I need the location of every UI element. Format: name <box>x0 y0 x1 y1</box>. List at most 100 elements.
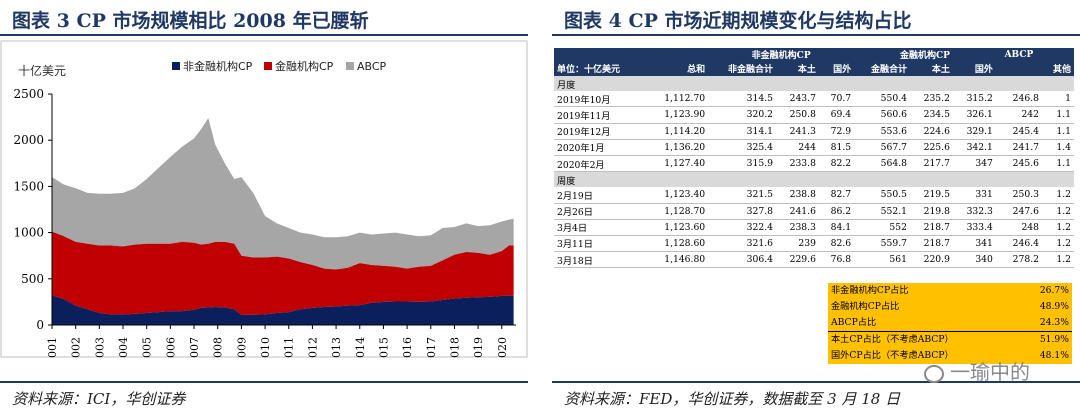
table-cell: 229.6 <box>775 251 819 269</box>
table-cell: 321.6 <box>708 235 776 253</box>
table-cell: 561 <box>854 251 910 269</box>
legend-label: 非金融机构CP <box>183 59 253 73</box>
table-cell: 342.1 <box>952 139 996 156</box>
column-header: 国外 <box>952 61 996 76</box>
table-cell: 1,128.70 <box>645 203 709 220</box>
legend-swatch <box>172 62 180 70</box>
summary-value: 24.3% <box>1039 317 1069 328</box>
summary-label: 本土CP占比（不考虑ABCP） <box>831 334 954 345</box>
series-area-0 <box>52 295 514 325</box>
table-cell: 72.9 <box>818 123 855 140</box>
x-tick-label: 2004 <box>117 337 130 358</box>
table-cell: 322.4 <box>708 219 776 236</box>
table-cell: 250.3 <box>995 187 1042 204</box>
column-header: 本土 <box>909 61 953 76</box>
table-cell: 1.1 <box>1041 155 1074 173</box>
x-tick-label: 2008 <box>212 337 225 358</box>
row-label: 2020年1月 <box>554 139 646 156</box>
summary-value: 26.7% <box>1039 285 1069 296</box>
row-label: 2019年12月 <box>554 123 646 140</box>
summary-row: ABCP占比 24.3% <box>828 315 1072 331</box>
table-cell: 82.7 <box>818 187 855 204</box>
column-header: 单位：十亿美元 <box>554 61 646 76</box>
table-cell: 320.2 <box>708 106 776 124</box>
table-cell: 234.5 <box>909 106 953 124</box>
table-cell: 306.4 <box>708 251 776 269</box>
group-header: 金融机构CP <box>854 48 996 61</box>
table-cell: 1.1 <box>1041 106 1074 124</box>
x-tick-label: 2018 <box>448 337 461 358</box>
table-cell: 1.1 <box>1041 123 1074 140</box>
summary-value: 48.1% <box>1039 350 1069 361</box>
x-tick-label: 2020 <box>496 337 509 358</box>
row-label: 3月18日 <box>554 251 646 269</box>
legend-swatch <box>346 62 354 70</box>
table-cell: 1,128.60 <box>645 235 709 253</box>
x-tick-label: 2002 <box>70 337 83 358</box>
column-header: 其他 <box>1041 61 1074 76</box>
table-column-header-row: 单位：十亿美元 总和 非金融合计 本土 国外 金融合计 本土 国外 其他 <box>554 61 1074 76</box>
table-cell: 1 <box>1041 91 1074 108</box>
x-tick-label: 2012 <box>306 337 319 358</box>
share-summary-box: 非金融机构CP占比 26.7% 金融机构CP占比 48.9% ABCP占比 24.3% 本土… <box>828 283 1072 364</box>
y-tick-label: 1000 <box>13 226 44 240</box>
section-label: 周度 <box>554 171 1074 188</box>
table-cell: 239 <box>775 235 819 253</box>
table-cell: 218.7 <box>909 235 953 253</box>
x-tick-label: 2006 <box>164 337 177 358</box>
table-cell: 314.1 <box>708 123 776 140</box>
row-label: 2月19日 <box>554 187 646 204</box>
table-cell: 315.9 <box>708 155 776 173</box>
watermark: 一瑜中的 <box>924 356 1030 385</box>
y-tick-label: 2500 <box>13 87 44 101</box>
table-cell: 217.7 <box>909 155 953 173</box>
table-cell: 325.4 <box>708 139 776 156</box>
summary-row: 本土CP占比（不考虑ABCP） 51.9% <box>828 331 1072 348</box>
table-cell: 1.2 <box>1041 235 1074 253</box>
row-label: 3月4日 <box>554 219 646 236</box>
x-tick-label: 2007 <box>188 337 201 358</box>
table-row: 2019年11月 1,123.90 320.2 250.8 69.4 560.6 234.5… <box>554 106 1074 124</box>
table-cell: 550.5 <box>854 187 910 204</box>
table-cell: 69.4 <box>818 106 855 124</box>
table-cell: 70.7 <box>818 91 855 108</box>
table-cell: 553.6 <box>854 123 910 140</box>
table-cell: 1.2 <box>1041 219 1074 236</box>
column-header: 非金融合计 <box>708 61 776 76</box>
x-tick-label: 2003 <box>93 337 106 358</box>
figure-4-source: 资料来源：FED，华创证券，数据截至 3 月 18 日 <box>564 390 901 408</box>
table-cell: 315.2 <box>952 91 996 108</box>
section-row: 周度 <box>554 171 1074 188</box>
source-rule <box>552 381 1080 383</box>
summary-row: 金融机构CP占比 48.9% <box>828 299 1072 315</box>
x-tick-label: 2011 <box>283 337 296 358</box>
summary-row: 非金融机构CP占比 26.7% <box>828 283 1072 299</box>
x-tick-label: 2013 <box>330 337 343 358</box>
table-row: 2月26日 1,128.70 327.8 241.6 86.2 552.1 219.8 332… <box>554 203 1074 220</box>
title-rule <box>552 34 1080 36</box>
table-cell: 278.2 <box>995 251 1042 269</box>
table-cell: 246.4 <box>995 235 1042 253</box>
x-tick-label: 2001 <box>46 337 59 358</box>
table-cell: 238.3 <box>775 219 819 236</box>
table-cell: 331 <box>952 187 996 204</box>
legend-label: ABCP <box>357 60 387 73</box>
y-tick-label: 500 <box>21 272 44 286</box>
table-cell: 248 <box>995 219 1042 236</box>
summary-value: 48.9% <box>1039 301 1069 312</box>
table-cell: 81.5 <box>818 139 855 156</box>
summary-row: 国外CP占比（不考虑ABCP） 48.1% <box>828 348 1072 364</box>
table-row: 2月19日 1,123.40 321.5 238.8 82.7 550.5 219.5 331… <box>554 187 1074 204</box>
table-cell: 332.3 <box>952 203 996 220</box>
table-cell: 242 <box>995 106 1042 124</box>
x-tick-label: 2009 <box>235 337 248 358</box>
table-cell: 1,136.20 <box>645 139 709 156</box>
x-tick-label: 2016 <box>401 337 414 358</box>
table-row: 3月18日 1,146.80 306.4 229.6 76.8 561 220.9 340 27… <box>554 251 1074 269</box>
series-area-1 <box>52 231 514 315</box>
table-cell: 244 <box>775 139 819 156</box>
x-tick-label: 2017 <box>425 337 438 358</box>
summary-label: 金融机构CP占比 <box>831 301 900 312</box>
table-cell: 247.6 <box>995 203 1042 220</box>
table-cell: 340 <box>952 251 996 269</box>
